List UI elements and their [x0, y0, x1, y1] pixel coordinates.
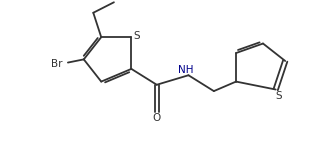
Text: NH: NH [178, 64, 193, 75]
Text: S: S [134, 31, 141, 41]
Text: S: S [276, 91, 282, 101]
Text: O: O [152, 113, 161, 123]
Text: Br: Br [51, 59, 63, 69]
